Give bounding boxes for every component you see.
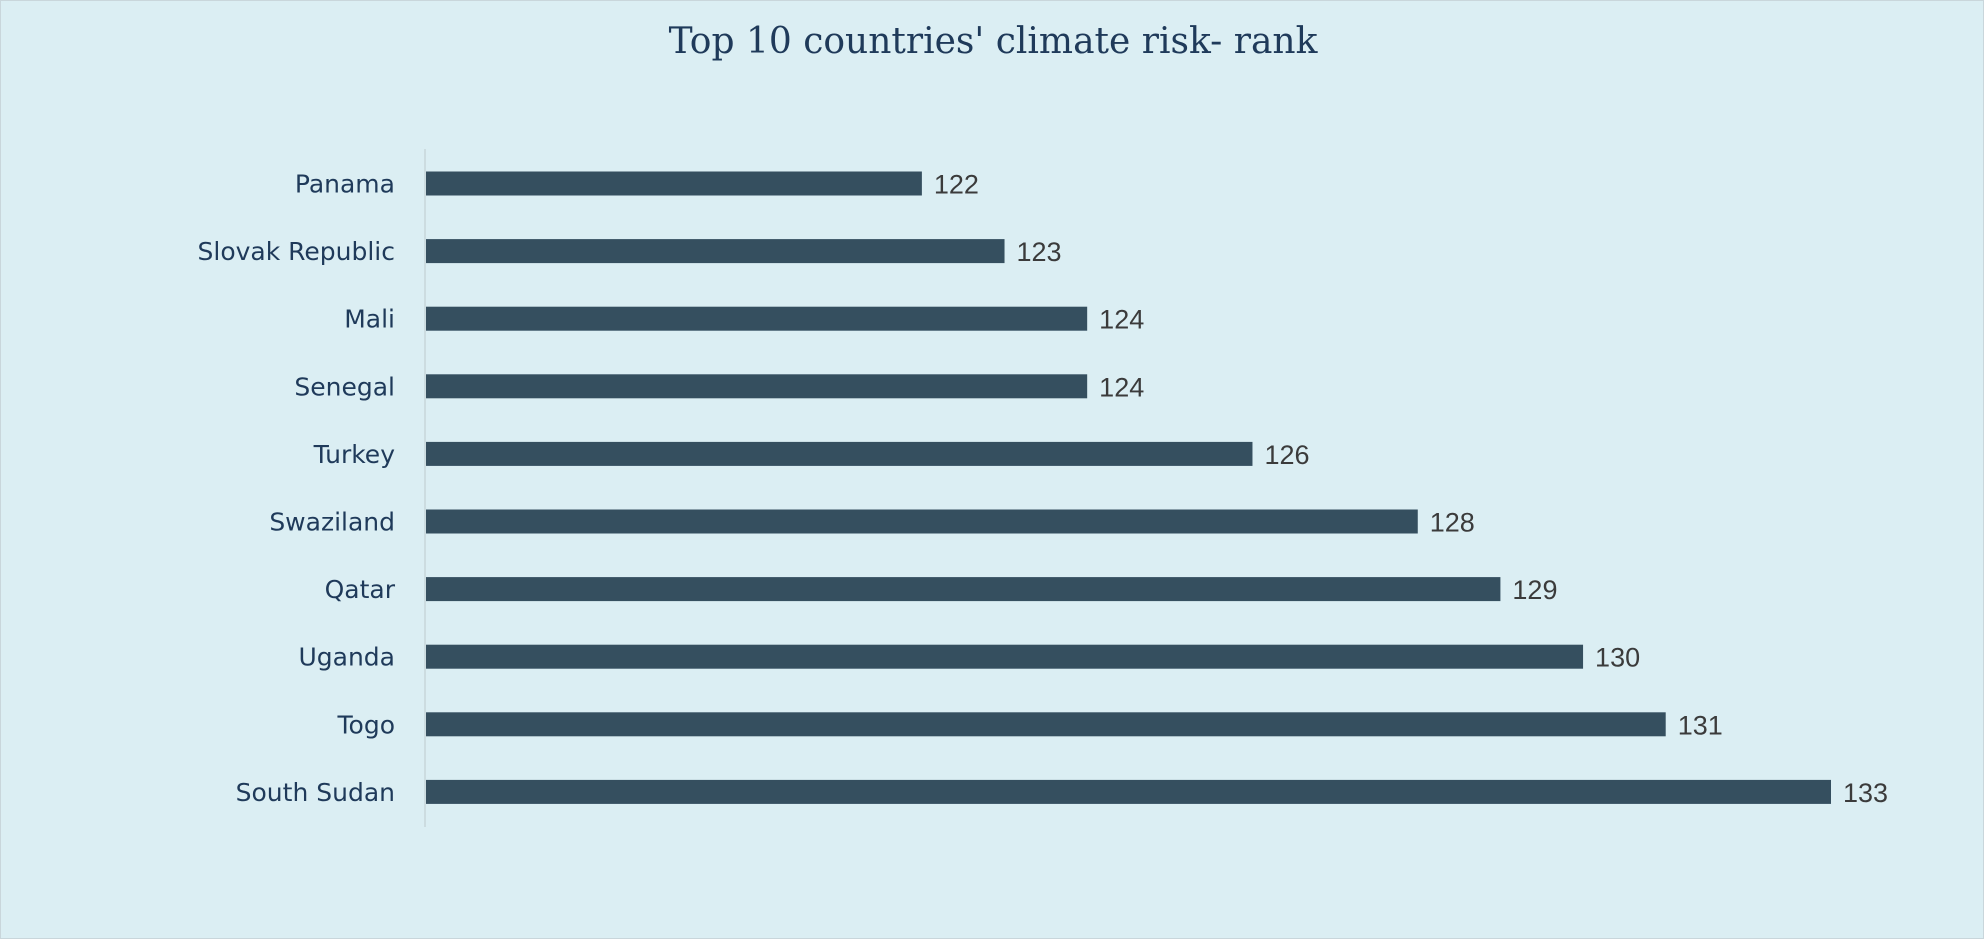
category-label: Senegal (294, 372, 395, 401)
data-label: 124 (1099, 372, 1144, 402)
category-label: South Sudan (236, 778, 395, 807)
category-label: Slovak Republic (198, 237, 396, 266)
bar-uganda (426, 644, 1584, 669)
bar-panama (426, 171, 922, 196)
bar-south-sudan (426, 779, 1831, 804)
category-label: Mali (344, 305, 395, 334)
data-label: 133 (1843, 778, 1888, 808)
data-label: 126 (1264, 440, 1309, 470)
bar-turkey (426, 441, 1253, 466)
data-label: 128 (1430, 508, 1475, 538)
data-label: 124 (1099, 305, 1144, 335)
bar-swaziland (426, 509, 1418, 534)
category-label: Togo (337, 710, 395, 739)
category-label: Qatar (325, 575, 396, 604)
bar-qatar (426, 577, 1501, 602)
chart-title: Top 10 countries' climate risk- rank (669, 21, 1319, 62)
bar-slovak-republic (426, 239, 1005, 264)
category-label: Swaziland (269, 508, 395, 537)
category-label: Turkey (313, 440, 396, 469)
data-label: 129 (1512, 575, 1557, 605)
data-label: 123 (1017, 237, 1062, 267)
data-label: 130 (1595, 643, 1640, 673)
data-label: 131 (1678, 710, 1723, 740)
bar-mali (426, 306, 1088, 331)
data-label: 122 (934, 170, 979, 200)
bar-senegal (426, 374, 1088, 399)
category-label: Uganda (298, 643, 395, 672)
category-label: Panama (295, 170, 395, 199)
bars-group: Panama 122 Slovak Republic 123 Mali 124 Senega… (198, 170, 1889, 808)
bar-togo (426, 712, 1666, 737)
